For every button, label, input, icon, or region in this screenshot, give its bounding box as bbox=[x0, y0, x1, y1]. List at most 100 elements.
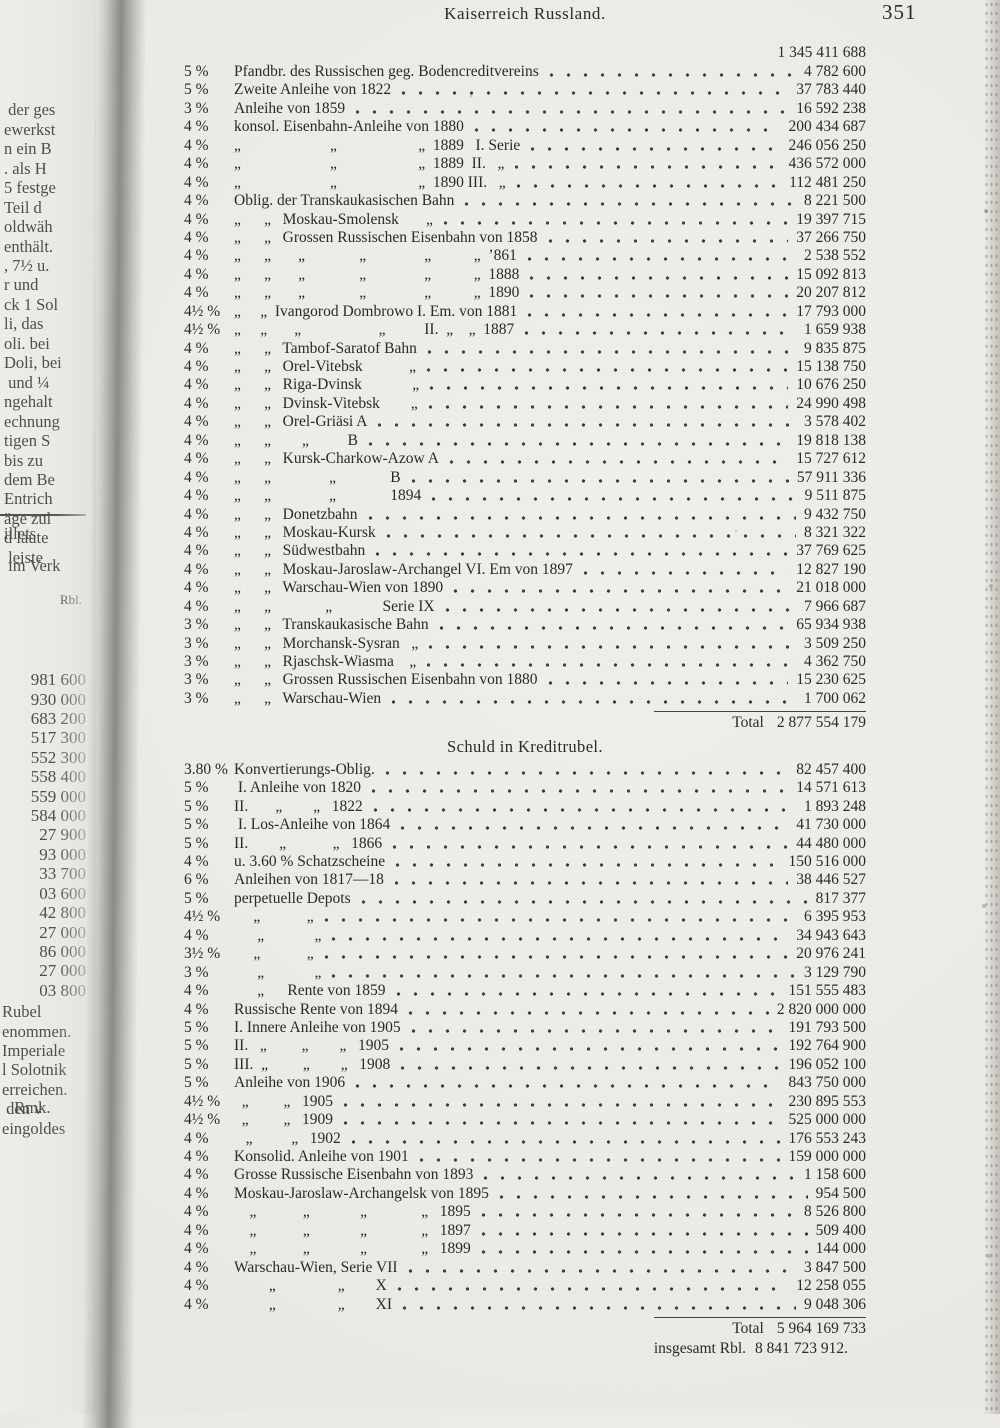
margin-line: Teil d bbox=[4, 197, 42, 217]
description-cell: „ „ „ „ 1899 bbox=[234, 1240, 471, 1258]
rate-cell: 4 % bbox=[184, 542, 209, 560]
ledger-row: 4 % „ „ Warschau-Wien von 1890 21 018 00… bbox=[184, 579, 866, 598]
margin-numbers: 981 600 930 000 683 200 517 300 552 300 558 4… bbox=[0, 612, 86, 1000]
dot-leader bbox=[343, 1111, 781, 1130]
rate-cell: 4 % bbox=[184, 155, 209, 173]
amount-cell: 2 538 552 bbox=[804, 247, 866, 265]
rate-cell: 4 % bbox=[184, 560, 209, 578]
grand-total-row: insgesamt Rbl. 8 841 723 912. bbox=[184, 1339, 866, 1358]
amount-cell: 3 129 790 bbox=[804, 963, 866, 981]
description-cell: „ „ Dvinsk-Vitebsk „ bbox=[234, 394, 418, 412]
margin-line: ewerkst bbox=[4, 119, 56, 139]
dot-leader bbox=[529, 284, 789, 303]
amount-cell: 14 571 613 bbox=[796, 779, 866, 797]
total-rule bbox=[654, 711, 866, 713]
description-cell: „ „ Donetzbahn bbox=[234, 505, 358, 523]
rate-cell: 4 % bbox=[184, 192, 209, 210]
rate-cell: 4 % bbox=[184, 413, 209, 431]
dot-leader bbox=[355, 99, 789, 119]
total-amount: 2 877 554 179 bbox=[776, 714, 866, 732]
amount-cell: 9 511 875 bbox=[804, 487, 866, 505]
amount-cell: 17 793 000 bbox=[796, 302, 866, 320]
dot-leader bbox=[529, 265, 789, 285]
rate-cell: 4 % bbox=[184, 173, 209, 191]
ledger-row: 4 % „ „ X 12 258 055 bbox=[184, 1277, 866, 1296]
dot-leader bbox=[547, 228, 789, 248]
description-cell: „ „ Morchansk-Sysran „ bbox=[234, 634, 419, 652]
ledger-row: 4 % „ „ 1902 176 553 243 bbox=[184, 1129, 866, 1148]
rate-cell: 4 % bbox=[184, 1203, 209, 1221]
amount-cell: 151 555 483 bbox=[788, 982, 867, 1000]
kredit-total-row: Total 5 964 169 733 bbox=[184, 1319, 866, 1339]
amount-cell: 7 966 687 bbox=[804, 597, 866, 615]
margin-caption: illets bbox=[4, 524, 37, 543]
ledger-row: 5 % Anleihe von 1906 843 750 000 bbox=[184, 1074, 866, 1093]
amount-cell: 19 818 138 bbox=[796, 431, 866, 449]
ledger-row: 5 % II. „ „ „ 1905 192 764 900 bbox=[184, 1037, 866, 1056]
dot-leader bbox=[426, 653, 796, 672]
dot-leader bbox=[480, 1221, 808, 1241]
amount-cell: 12 827 190 bbox=[796, 560, 866, 578]
rate-cell: 4 % bbox=[184, 247, 209, 265]
margin-line: echnung bbox=[4, 411, 60, 431]
amount-cell: 34 943 643 bbox=[796, 926, 866, 944]
description-cell: III. „ „ „ 1908 bbox=[234, 1055, 391, 1073]
amount-cell: 38 446 527 bbox=[796, 871, 866, 889]
ledger-row: 5 % II. „ „ 1822 1 893 248 bbox=[184, 797, 866, 817]
margin-number: 27 000 bbox=[39, 922, 86, 942]
description-cell: „ „ „ „ II. „ „ 1887 bbox=[234, 321, 515, 339]
dot-leader bbox=[527, 302, 789, 322]
dot-leader bbox=[515, 173, 782, 193]
ledger-row: 3 % „ „ Grossen Russischen Eisenbahn von… bbox=[184, 671, 866, 690]
dot-leader bbox=[395, 853, 781, 872]
amount-cell: 1 893 248 bbox=[804, 797, 866, 815]
description-cell: Konsolid. Anleihe von 1901 bbox=[234, 1148, 409, 1165]
dot-leader bbox=[428, 634, 796, 653]
paper-specks bbox=[0, 0, 2, 2]
amount-cell: 191 793 500 bbox=[788, 1018, 867, 1036]
amount-cell: 15 727 612 bbox=[796, 450, 866, 468]
ledger-row: 5 % III. „ „ „ 1908 196 052 100 bbox=[184, 1055, 866, 1075]
rate-cell: 4½ % bbox=[184, 1092, 221, 1110]
ledger-row: 5 % I. Anleihe von 1820 14 571 613 bbox=[184, 779, 866, 798]
dot-leader bbox=[384, 760, 789, 780]
dot-leader bbox=[426, 358, 789, 377]
rate-cell: 3 % bbox=[184, 963, 209, 981]
rate-cell: 4 % bbox=[184, 1240, 209, 1258]
rate-cell: 4 % bbox=[184, 358, 209, 375]
rate-cell: 4 % bbox=[184, 1277, 209, 1295]
margin-line: leiste bbox=[4, 547, 43, 567]
ledger-row: 4 % „ „ Dvinsk-Vitebsk „ 24 990 498 bbox=[184, 394, 866, 414]
rate-cell: 4 % bbox=[184, 136, 209, 154]
amount-cell: 9 835 875 bbox=[804, 339, 866, 357]
rate-cell: 4 % bbox=[184, 523, 209, 541]
ledger-row: 4 % „ „ „ B 57 911 336 bbox=[184, 468, 866, 488]
margin-number: 03 600 bbox=[39, 883, 86, 903]
ledger-row: 4 % Russische Rente von 1894 2 820 000 0… bbox=[184, 1000, 866, 1019]
dot-leader bbox=[426, 339, 796, 358]
amount-cell: 1 158 600 bbox=[804, 1166, 866, 1184]
total-rule bbox=[654, 1316, 866, 1318]
ledger-row: 4 % „ „ Riga-Dvinsk „ 10 676 250 bbox=[184, 376, 866, 395]
margin-line: erreichen. bbox=[2, 1079, 68, 1099]
rate-cell: 4 % bbox=[184, 394, 209, 412]
total-label: Total bbox=[732, 1319, 764, 1337]
ledger-row: 4 % „ „ „ 1894 9 511 875 bbox=[184, 487, 866, 506]
dot-leader bbox=[530, 136, 781, 156]
margin-line: den v bbox=[2, 1099, 43, 1119]
amount-cell: 3 509 250 bbox=[804, 634, 866, 652]
amount-cell: 3 847 500 bbox=[804, 1258, 866, 1276]
rate-cell: 4 % bbox=[184, 853, 209, 870]
grand-total-label: insgesamt Rbl. bbox=[653, 1340, 746, 1358]
ledger-row: 3.80 % Konvertierungs-Oblig. 82 457 400 bbox=[184, 760, 866, 780]
dot-leader bbox=[418, 1148, 781, 1167]
description-cell: konsol. Eisenbahn-Anleihe von 1880 bbox=[234, 118, 464, 136]
rate-cell: 3 % bbox=[184, 653, 209, 670]
rate-cell: 4 % bbox=[184, 450, 209, 468]
dot-leader bbox=[498, 1184, 808, 1204]
description-cell: „ „ Transkaukasische Bahn bbox=[234, 616, 429, 634]
amount-cell: 15 138 750 bbox=[796, 358, 866, 375]
description-cell: „ „ X bbox=[234, 1277, 387, 1295]
rate-cell: 5 % bbox=[184, 1055, 209, 1073]
description-cell: Moskau-Jaroslaw-Archangelsk von 1895 bbox=[234, 1184, 489, 1202]
